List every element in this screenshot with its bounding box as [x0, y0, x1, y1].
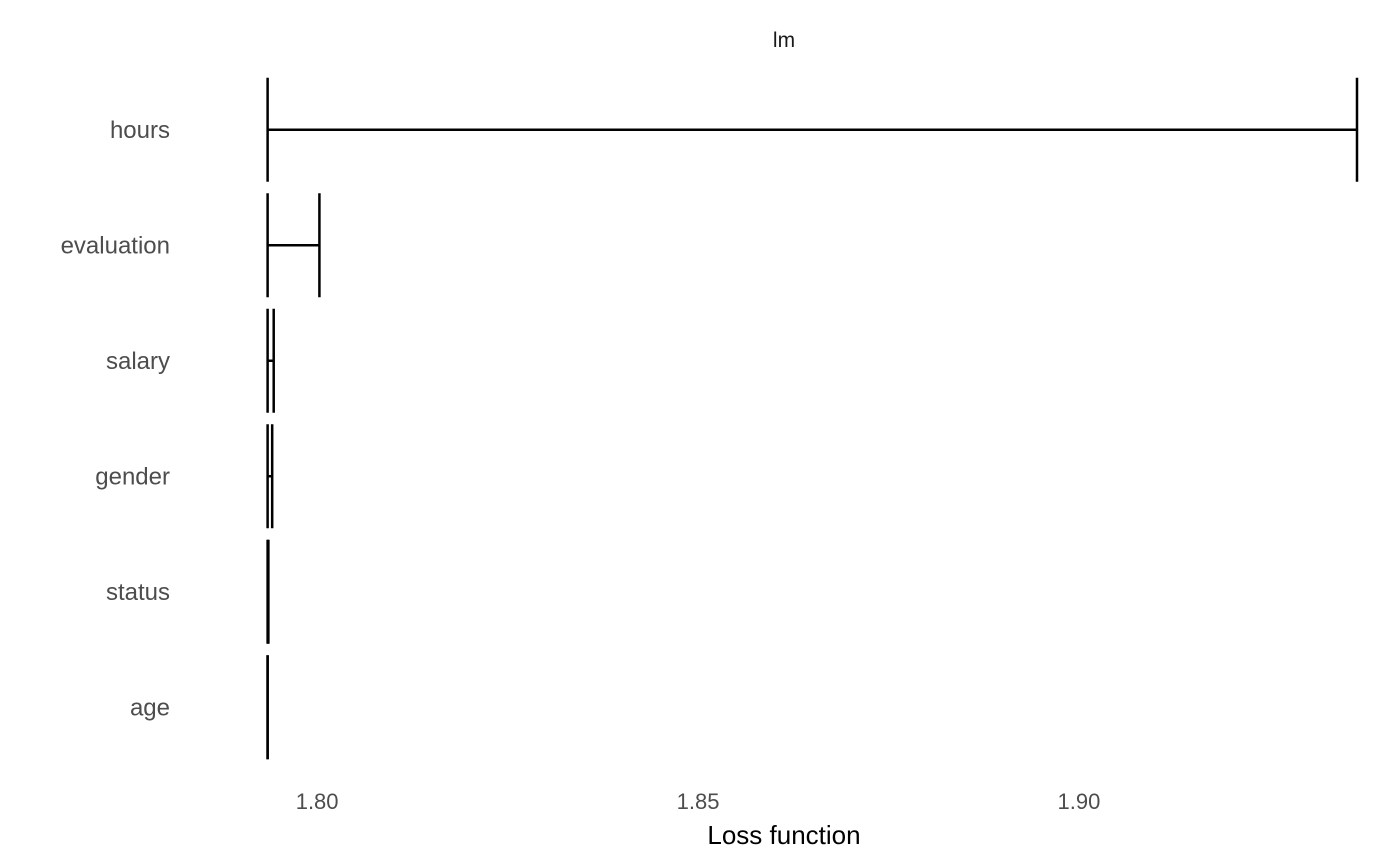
interval-evaluation — [266, 193, 321, 298]
y-tick-label-gender: gender — [95, 463, 170, 490]
y-tick-label-hours: hours — [110, 117, 170, 144]
bars-layer — [266, 77, 1359, 760]
y-tick-label-evaluation: evaluation — [61, 232, 170, 259]
interval-status — [266, 539, 270, 644]
y-tick-label-age: age — [130, 694, 170, 721]
interval-salary — [266, 308, 275, 413]
y-tick-label-status: status — [106, 579, 170, 606]
y-tick-labels: hours evaluation salary gender status age — [61, 117, 170, 722]
x-tick-label: 1.90 — [1058, 789, 1101, 814]
x-axis-label: Loss function — [707, 820, 860, 850]
interval-hours — [266, 77, 1359, 182]
x-tick-label: 1.85 — [677, 789, 720, 814]
interval-gender — [266, 424, 274, 529]
y-tick-label-salary: salary — [106, 348, 170, 375]
x-tick-label: 1.80 — [296, 789, 339, 814]
chart-title: lm — [773, 29, 795, 52]
x-tick-labels: 1.80 1.85 1.90 — [296, 789, 1101, 814]
